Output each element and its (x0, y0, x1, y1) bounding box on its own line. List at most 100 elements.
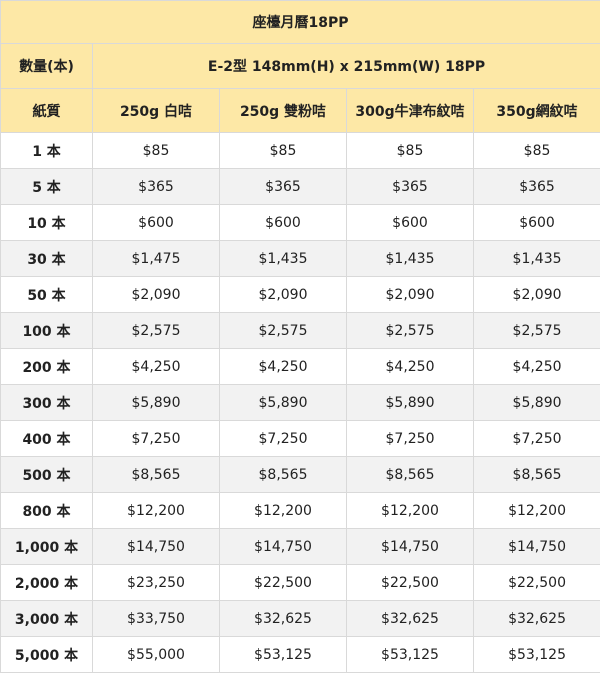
table-row: 500 本$8,565$8,565$8,565$8,565 (1, 457, 600, 493)
price-cell: $14,750 (347, 529, 474, 565)
price-cell: $5,890 (93, 385, 220, 421)
price-cell: $85 (474, 133, 600, 169)
price-cell: $600 (220, 205, 347, 241)
price-cell: $8,565 (93, 457, 220, 493)
price-cell: $7,250 (220, 421, 347, 457)
price-cell: $7,250 (93, 421, 220, 457)
price-cell: $7,250 (474, 421, 600, 457)
quantity-cell: 3,000 本 (1, 601, 93, 637)
price-cell: $4,250 (474, 349, 600, 385)
price-cell: $1,435 (220, 241, 347, 277)
quantity-cell: 300 本 (1, 385, 93, 421)
price-cell: $22,500 (347, 565, 474, 601)
table-row: 1 本$85$85$85$85 (1, 133, 600, 169)
price-cell: $53,125 (347, 637, 474, 673)
price-cell: $85 (220, 133, 347, 169)
price-cell: $2,575 (347, 313, 474, 349)
price-cell: $12,200 (93, 493, 220, 529)
price-cell: $4,250 (93, 349, 220, 385)
price-cell: $8,565 (220, 457, 347, 493)
paper-row: 紙質 250g 白咭 250g 雙粉咭 300g牛津布紋咭 350g網紋咭 (1, 89, 600, 133)
price-cell: $600 (474, 205, 600, 241)
table-row: 300 本$5,890$5,890$5,890$5,890 (1, 385, 600, 421)
quantity-cell: 5,000 本 (1, 637, 93, 673)
price-cell: $7,250 (347, 421, 474, 457)
price-cell: $2,090 (220, 277, 347, 313)
price-cell: $365 (347, 169, 474, 205)
price-cell: $2,575 (220, 313, 347, 349)
paper-header: 紙質 (1, 89, 93, 133)
price-cell: $53,125 (474, 637, 600, 673)
quantity-cell: 100 本 (1, 313, 93, 349)
price-cell: $365 (474, 169, 600, 205)
price-cell: $12,200 (220, 493, 347, 529)
price-cell: $2,090 (474, 277, 600, 313)
price-cell: $14,750 (93, 529, 220, 565)
price-cell: $33,750 (93, 601, 220, 637)
table-title: 座檯月曆18PP (1, 1, 600, 44)
price-cell: $600 (347, 205, 474, 241)
paper-type-header: 350g網紋咭 (474, 89, 600, 133)
price-cell: $8,565 (474, 457, 600, 493)
quantity-cell: 30 本 (1, 241, 93, 277)
price-cell: $22,500 (220, 565, 347, 601)
table-row: 1,000 本$14,750$14,750$14,750$14,750 (1, 529, 600, 565)
price-cell: $32,625 (474, 601, 600, 637)
price-cell: $1,435 (347, 241, 474, 277)
price-cell: $5,890 (347, 385, 474, 421)
quantity-cell: 50 本 (1, 277, 93, 313)
price-cell: $55,000 (93, 637, 220, 673)
price-cell: $365 (220, 169, 347, 205)
price-cell: $22,500 (474, 565, 600, 601)
quantity-cell: 5 本 (1, 169, 93, 205)
price-cell: $2,090 (347, 277, 474, 313)
title-row: 座檯月曆18PP (1, 1, 600, 44)
paper-type-header: 250g 白咭 (93, 89, 220, 133)
quantity-cell: 1 本 (1, 133, 93, 169)
table-row: 10 本$600$600$600$600 (1, 205, 600, 241)
table-row: 400 本$7,250$7,250$7,250$7,250 (1, 421, 600, 457)
price-cell: $5,890 (220, 385, 347, 421)
table-row: 100 本$2,575$2,575$2,575$2,575 (1, 313, 600, 349)
table-row: 2,000 本$23,250$22,500$22,500$22,500 (1, 565, 600, 601)
price-cell: $2,090 (93, 277, 220, 313)
price-cell: $32,625 (220, 601, 347, 637)
spec-header: E-2型 148mm(H) x 215mm(W) 18PP (93, 44, 600, 89)
price-cell: $32,625 (347, 601, 474, 637)
table-row: 30 本$1,475$1,435$1,435$1,435 (1, 241, 600, 277)
spec-row: 數量(本) E-2型 148mm(H) x 215mm(W) 18PP (1, 44, 600, 89)
paper-type-header: 300g牛津布紋咭 (347, 89, 474, 133)
quantity-cell: 2,000 本 (1, 565, 93, 601)
paper-type-header: 250g 雙粉咭 (220, 89, 347, 133)
price-cell: $4,250 (220, 349, 347, 385)
price-cell: $85 (93, 133, 220, 169)
price-cell: $5,890 (474, 385, 600, 421)
price-cell: $600 (93, 205, 220, 241)
price-cell: $365 (93, 169, 220, 205)
table-row: 5,000 本$55,000$53,125$53,125$53,125 (1, 637, 600, 673)
price-cell: $8,565 (347, 457, 474, 493)
quantity-cell: 800 本 (1, 493, 93, 529)
price-cell: $23,250 (93, 565, 220, 601)
price-cell: $4,250 (347, 349, 474, 385)
quantity-cell: 400 本 (1, 421, 93, 457)
price-cell: $12,200 (347, 493, 474, 529)
price-cell: $1,435 (474, 241, 600, 277)
price-cell: $2,575 (93, 313, 220, 349)
table-row: 200 本$4,250$4,250$4,250$4,250 (1, 349, 600, 385)
table-row: 800 本$12,200$12,200$12,200$12,200 (1, 493, 600, 529)
table-row: 50 本$2,090$2,090$2,090$2,090 (1, 277, 600, 313)
price-cell: $53,125 (220, 637, 347, 673)
price-cell: $1,475 (93, 241, 220, 277)
quantity-cell: 1,000 本 (1, 529, 93, 565)
price-cell: $2,575 (474, 313, 600, 349)
quantity-cell: 500 本 (1, 457, 93, 493)
quantity-cell: 10 本 (1, 205, 93, 241)
price-cell: $14,750 (220, 529, 347, 565)
price-cell: $85 (347, 133, 474, 169)
price-cell: $14,750 (474, 529, 600, 565)
quantity-cell: 200 本 (1, 349, 93, 385)
price-cell: $12,200 (474, 493, 600, 529)
table-row: 3,000 本$33,750$32,625$32,625$32,625 (1, 601, 600, 637)
